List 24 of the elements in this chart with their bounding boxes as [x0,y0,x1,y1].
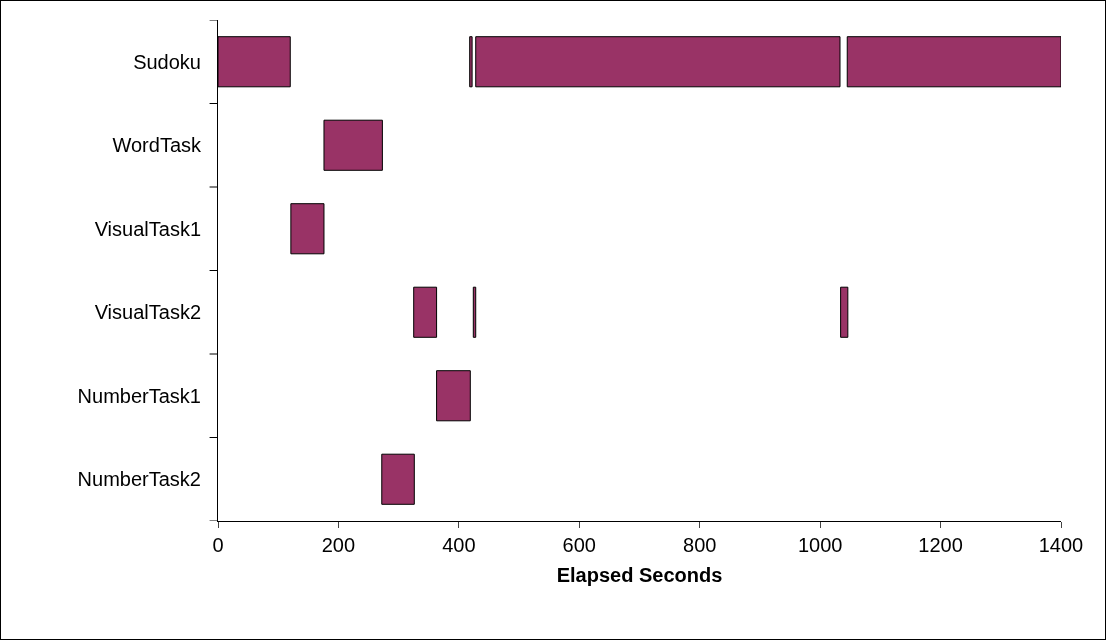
y-tick-label: VisualTask2 [94,301,201,324]
bar [846,36,1061,88]
x-tick-label: 1000 [797,534,843,556]
bar [323,119,383,171]
bar [290,203,325,255]
x-tick-label: 200 [321,534,356,556]
x-tick-label: 400 [442,534,476,556]
bar [381,453,415,505]
x-tick-label: 0 [212,534,224,556]
bar [475,36,841,88]
x-tick-label: 600 [562,534,596,556]
y-tick-label: NumberTask2 [77,468,201,491]
y-tick-label: VisualTask1 [94,217,201,240]
bar [436,370,471,422]
y-tick-label: NumberTask1 [77,384,201,407]
x-tick-label: 800 [683,534,717,556]
x-tick-label: 1200 [918,534,963,556]
bar [469,36,473,88]
bar [413,286,438,338]
y-tick-label: Sudoku [133,50,201,73]
y-tick-label: WordTask [112,134,202,157]
bar [840,286,849,338]
x-tick-label: 1400 [1038,534,1084,556]
x-axis-title: Elapsed Seconds [556,563,723,586]
